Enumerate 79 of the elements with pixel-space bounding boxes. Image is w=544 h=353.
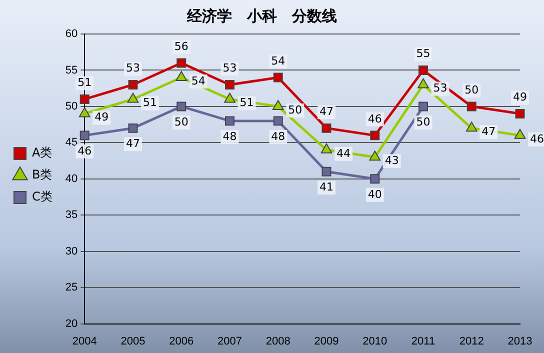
point: [418, 78, 429, 88]
point: [322, 166, 332, 176]
point: [369, 150, 381, 161]
point: [176, 102, 186, 112]
chart-title: 经济学 小科 分数线: [186, 6, 337, 25]
point: [370, 130, 380, 140]
data-label: 53: [433, 82, 448, 95]
y-tick-label: 50: [65, 100, 78, 112]
point: [514, 128, 526, 139]
data-label: 47: [319, 105, 334, 118]
point: [128, 123, 138, 133]
point: [466, 122, 478, 132]
data-label: 47: [482, 125, 496, 138]
data-label: 54: [191, 74, 206, 88]
y-tick-label: 60: [65, 28, 78, 40]
x-tick-label: 2009: [314, 335, 339, 348]
data-label: 53: [222, 62, 237, 75]
point: [273, 72, 283, 82]
point: [320, 143, 332, 154]
point: [272, 100, 284, 110]
point: [128, 80, 138, 90]
data-label: 46: [368, 112, 382, 126]
data-label: 51: [142, 96, 157, 110]
x-tick-label: 2013: [508, 335, 532, 348]
point: [370, 174, 380, 184]
legend-label: C类: [32, 190, 52, 204]
legend-label: B类: [32, 168, 52, 182]
x-tick-label: 2004: [72, 335, 97, 348]
point: [78, 107, 90, 118]
x-tick-label: 2011: [411, 335, 436, 348]
data-label: 50: [464, 83, 479, 96]
data-label: 53: [126, 62, 140, 75]
y-tick-label: 30: [65, 245, 78, 258]
point: [176, 58, 186, 68]
data-label: 41: [319, 180, 334, 194]
point: [176, 70, 188, 81]
point: [322, 123, 332, 133]
y-tick-label: 55: [65, 64, 78, 76]
point: [418, 65, 428, 75]
data-label: 48: [222, 130, 237, 143]
data-label: 51: [240, 96, 254, 110]
y-tick-label: 40: [65, 172, 78, 185]
data-label: 50: [416, 115, 430, 128]
data-label: 46: [78, 144, 92, 158]
y-tick-label: 35: [65, 209, 78, 222]
x-tick-label: 2007: [218, 335, 242, 348]
point: [224, 92, 236, 103]
data-label: 55: [416, 47, 430, 60]
x-tick-label: 2006: [169, 335, 194, 348]
data-label: 49: [513, 90, 527, 104]
data-label: 50: [288, 103, 302, 116]
point: [515, 108, 525, 118]
data-label: 46: [530, 132, 544, 146]
point: [80, 94, 90, 104]
point: [273, 116, 283, 126]
x-tick-label: 2005: [120, 335, 146, 348]
legend-label: A类: [32, 146, 52, 160]
point: [80, 130, 90, 140]
x-tick-label: 2010: [362, 335, 388, 348]
y-tick-label: 45: [65, 136, 78, 149]
x-tick-label: 2008: [266, 335, 290, 348]
data-label: 44: [336, 146, 350, 160]
data-label: 56: [174, 40, 188, 53]
x-tick-label: 2012: [459, 335, 484, 348]
data-label: 43: [384, 154, 399, 168]
data-label: 51: [78, 76, 92, 90]
data-label: 40: [368, 188, 382, 201]
y-tick-label: 20: [65, 318, 78, 330]
y-tick-label: 25: [65, 282, 78, 294]
point: [127, 92, 139, 103]
data-label: 47: [126, 137, 140, 150]
point: [225, 116, 234, 126]
point: [418, 102, 428, 112]
point: [466, 102, 476, 112]
data-label: 48: [271, 130, 286, 143]
data-label: 50: [174, 115, 188, 128]
data-label: 54: [271, 54, 286, 68]
point: [225, 80, 234, 90]
data-label: 49: [94, 110, 109, 124]
